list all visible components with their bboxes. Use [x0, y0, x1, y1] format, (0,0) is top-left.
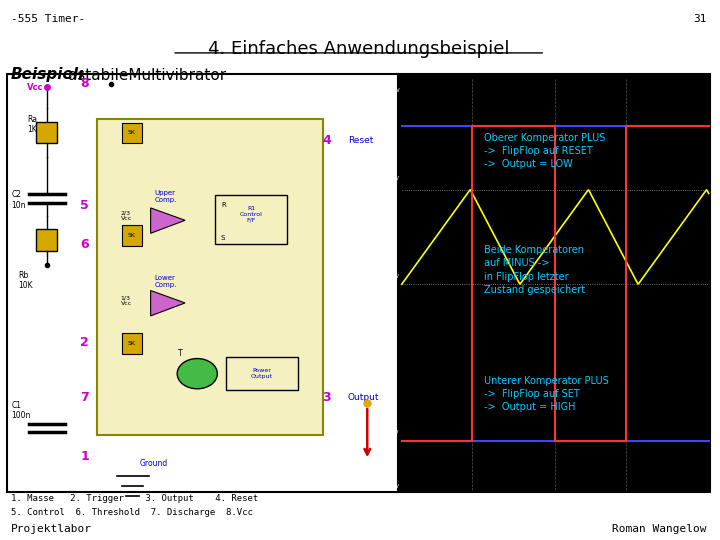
Text: 1: 1 [80, 450, 89, 463]
Bar [226, 357, 297, 390]
Bar [122, 123, 142, 143]
Text: 9.8V: 9.8V [384, 177, 400, 181]
Text: 2: 2 [80, 336, 89, 349]
Text: -555 Timer-: -555 Timer- [11, 14, 85, 24]
Text: Power
Output: Power Output [251, 368, 273, 379]
Bar [215, 195, 287, 244]
Text: 1.8V: 1.8V [384, 484, 400, 489]
Text: Unterer Komperator PLUS
->  FlipFlop auf SET
->  Output = HIGH: Unterer Komperator PLUS -> FlipFlop auf … [484, 376, 609, 413]
Text: 5: 5 [80, 199, 89, 212]
Bar [96, 119, 323, 435]
Polygon shape [150, 208, 185, 233]
Bar [122, 225, 142, 246]
Text: 5. Control  6. Threshold  7. Discharge  8.Vcc: 5. Control 6. Threshold 7. Discharge 8.V… [11, 508, 253, 517]
Text: 1.0ms: 1.0ms [546, 507, 564, 512]
Text: Projektlabor: Projektlabor [11, 524, 91, 534]
Text: C1
100n: C1 100n [12, 401, 31, 420]
Text: S: S [221, 234, 225, 241]
Text: R: R [221, 202, 225, 208]
Text: 1/3
Vcc: 1/3 Vcc [120, 295, 132, 306]
Text: C2
10n: C2 10n [12, 190, 26, 210]
Text: 3: 3 [322, 392, 330, 404]
Text: 5K: 5K [128, 341, 136, 346]
Bar [122, 333, 142, 354]
Text: Ground: Ground [140, 459, 168, 468]
Text: 8V: 8V [392, 430, 400, 435]
Circle shape [177, 359, 217, 389]
Text: Rb
10K: Rb 10K [18, 271, 32, 291]
Polygon shape [150, 291, 185, 316]
Text: 0s: 0s [398, 507, 405, 512]
Bar [398, 74, 710, 492]
Text: Output: Output [348, 394, 379, 402]
Bar [36, 122, 58, 143]
Text: Vcc: Vcc [27, 83, 44, 92]
Text: astabileMultivibrator: astabileMultivibrator [63, 68, 226, 83]
Text: Beide Komperatoren
auf MINUS ->
in FlipFlop letzter
Zustand gespeichert: Beide Komperatoren auf MINUS -> in FlipF… [484, 245, 585, 295]
Text: 1. Masse   2. Trigger    3. Output    4. Reset: 1. Masse 2. Trigger 3. Output 4. Reset [11, 494, 258, 503]
Text: T: T [178, 349, 183, 358]
Text: 5K: 5K [128, 233, 136, 238]
Text: 11.8V: 11.8V [381, 88, 400, 93]
Text: Roman Wangelow: Roman Wangelow [612, 524, 706, 534]
Text: 5K: 5K [128, 130, 136, 136]
Text: R1
Control
F/F: R1 Control F/F [240, 206, 263, 222]
Text: 31: 31 [693, 14, 706, 24]
Text: Upper
Comp.: Upper Comp. [154, 190, 176, 202]
Bar [7, 74, 710, 492]
Text: 4.8V: 4.8V [384, 274, 400, 279]
Text: 2.0ms: 2.0ms [699, 507, 718, 512]
Bar [36, 230, 58, 251]
Text: 4. Einfaches Anwendungsbeispiel: 4. Einfaches Anwendungsbeispiel [208, 40, 510, 58]
Text: 6: 6 [81, 238, 89, 251]
Text: Ra
1K: Ra 1K [27, 114, 37, 134]
Text: Beispiel:: Beispiel: [11, 68, 85, 83]
Text: 4: 4 [322, 134, 330, 147]
Text: Lower
Comp.: Lower Comp. [154, 275, 176, 288]
Text: 8: 8 [81, 77, 89, 90]
Text: 2/3
Vcc: 2/3 Vcc [120, 211, 132, 221]
Text: Reset: Reset [348, 136, 373, 145]
Text: 7: 7 [80, 392, 89, 404]
Text: Oberer Komperator PLUS
->  FlipFlop auf RESET
->  Output = LOW: Oberer Komperator PLUS -> FlipFlop auf R… [484, 133, 606, 170]
